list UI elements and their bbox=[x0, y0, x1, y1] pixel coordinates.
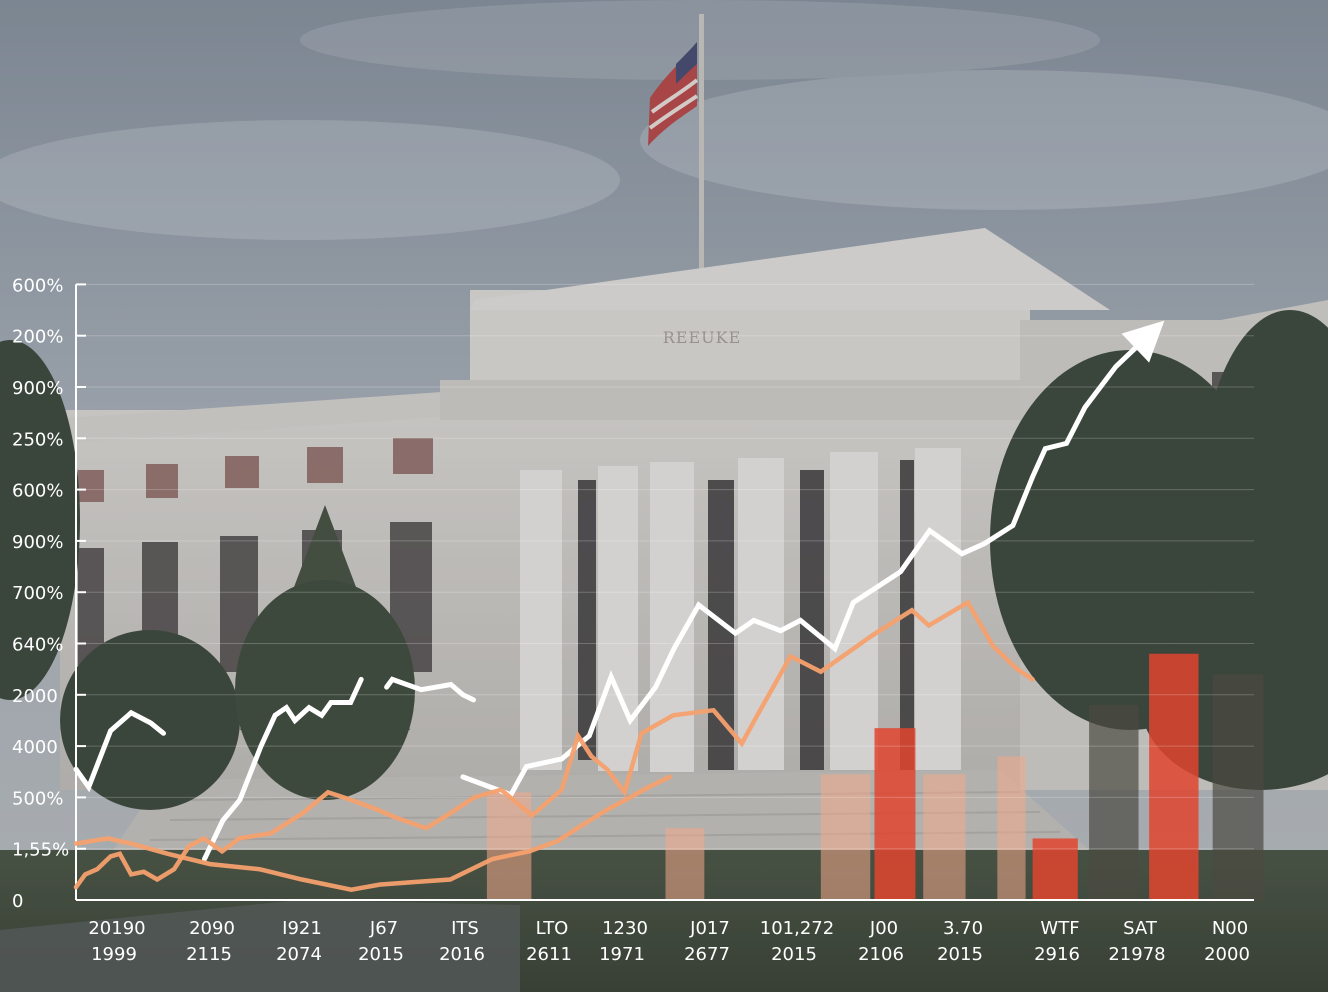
bar-9 bbox=[997, 756, 1026, 900]
y-tick-label-5: 900% bbox=[12, 532, 63, 553]
x-tick-label-top-13: N00 bbox=[1212, 918, 1248, 939]
x-tick-label-bottom-1: 2115 bbox=[186, 944, 232, 965]
series-0-segment-2 bbox=[384, 676, 476, 703]
x-tick-label-top-1: 2090 bbox=[189, 918, 235, 939]
y-tick-label-7: 640% bbox=[12, 635, 63, 656]
x-tick-label-bottom-12: 21978 bbox=[1108, 944, 1165, 965]
series-0-segment-1 bbox=[202, 676, 364, 862]
x-tick-label-bottom-0: 1999 bbox=[91, 944, 137, 965]
y-tick-label-4: 600% bbox=[12, 481, 63, 502]
x-tick-label-top-3: J67 bbox=[369, 918, 398, 939]
x-tick-label-bottom-7: 2677 bbox=[684, 944, 730, 965]
y-tick-label-2: 900% bbox=[12, 378, 63, 399]
y-tick-label-8: 2000 bbox=[12, 686, 58, 707]
series-0-segment-0 bbox=[73, 709, 166, 793]
x-tick-label-top-12: SAT bbox=[1123, 918, 1158, 939]
x-tick-label-bottom-13: 2000 bbox=[1204, 944, 1250, 965]
y-tick-label-12: 0 bbox=[12, 891, 23, 912]
x-tick-label-top-7: J017 bbox=[689, 918, 730, 939]
x-tick-label-bottom-6: 1971 bbox=[599, 944, 645, 965]
bar-0 bbox=[1032, 838, 1078, 900]
arrowhead-icon bbox=[1121, 320, 1165, 363]
bar-2 bbox=[874, 728, 916, 900]
gridlines bbox=[76, 283, 1254, 901]
series-1-segment-1 bbox=[73, 774, 672, 892]
y-tick-label-0: 600% bbox=[12, 275, 63, 296]
series-1-segment-0 bbox=[73, 599, 1035, 890]
bar-1 bbox=[1149, 653, 1199, 900]
x-tick-label-top-0: 20190 bbox=[88, 918, 145, 939]
x-tick-label-top-5: LTO bbox=[536, 918, 569, 939]
bar-3 bbox=[1089, 705, 1139, 900]
x-tick-label-bottom-8: 2015 bbox=[771, 944, 817, 965]
x-tick-label-bottom-3: 2015 bbox=[358, 944, 404, 965]
x-tick-label-top-2: I921 bbox=[282, 918, 322, 939]
y-tick-label-11: 1,55% bbox=[12, 840, 69, 861]
x-tick-label-bottom-5: 2611 bbox=[526, 944, 572, 965]
trees bbox=[0, 310, 1328, 810]
x-tick-label-top-10: 3.70 bbox=[943, 918, 983, 939]
x-tick-label-top-4: ITS bbox=[451, 918, 479, 939]
x-tick-label-bottom-10: 2015 bbox=[937, 944, 983, 965]
x-tick-label-top-8: 101,272 bbox=[760, 918, 834, 939]
y-tick-label-6: 700% bbox=[12, 583, 63, 604]
x-tick-label-top-11: WTF bbox=[1040, 918, 1079, 939]
y-tick-label-9: 4000 bbox=[12, 737, 58, 758]
y-tick-label-1: 200% bbox=[12, 327, 63, 348]
flag-icon bbox=[648, 14, 704, 270]
series-layer bbox=[73, 320, 1165, 892]
bars-layer bbox=[486, 653, 1264, 900]
y-tick-label-3: 250% bbox=[12, 429, 63, 450]
x-tick-label-bottom-2: 2074 bbox=[276, 944, 322, 965]
y-tick-label-10: 500% bbox=[12, 788, 63, 809]
bar-8 bbox=[923, 774, 966, 900]
x-tick-label-top-6: 1230 bbox=[602, 918, 648, 939]
x-tick-label-bottom-11: 2916 bbox=[1034, 944, 1080, 965]
x-tick-label-top-9: J00 bbox=[869, 918, 898, 939]
x-tick-label-bottom-9: 2106 bbox=[858, 944, 904, 965]
series-0-segment-3 bbox=[460, 333, 1151, 798]
x-tick-label-bottom-4: 2016 bbox=[439, 944, 485, 965]
building-sign: REEUKE bbox=[663, 328, 742, 347]
bar-4 bbox=[1212, 674, 1264, 900]
bar-6 bbox=[665, 828, 705, 900]
axes bbox=[75, 283, 1254, 901]
tick-labels: 600% 200% 900% 250% 600% 900% 700% 640% 2000 4000… bbox=[12, 275, 1250, 965]
bar-7 bbox=[820, 774, 871, 900]
